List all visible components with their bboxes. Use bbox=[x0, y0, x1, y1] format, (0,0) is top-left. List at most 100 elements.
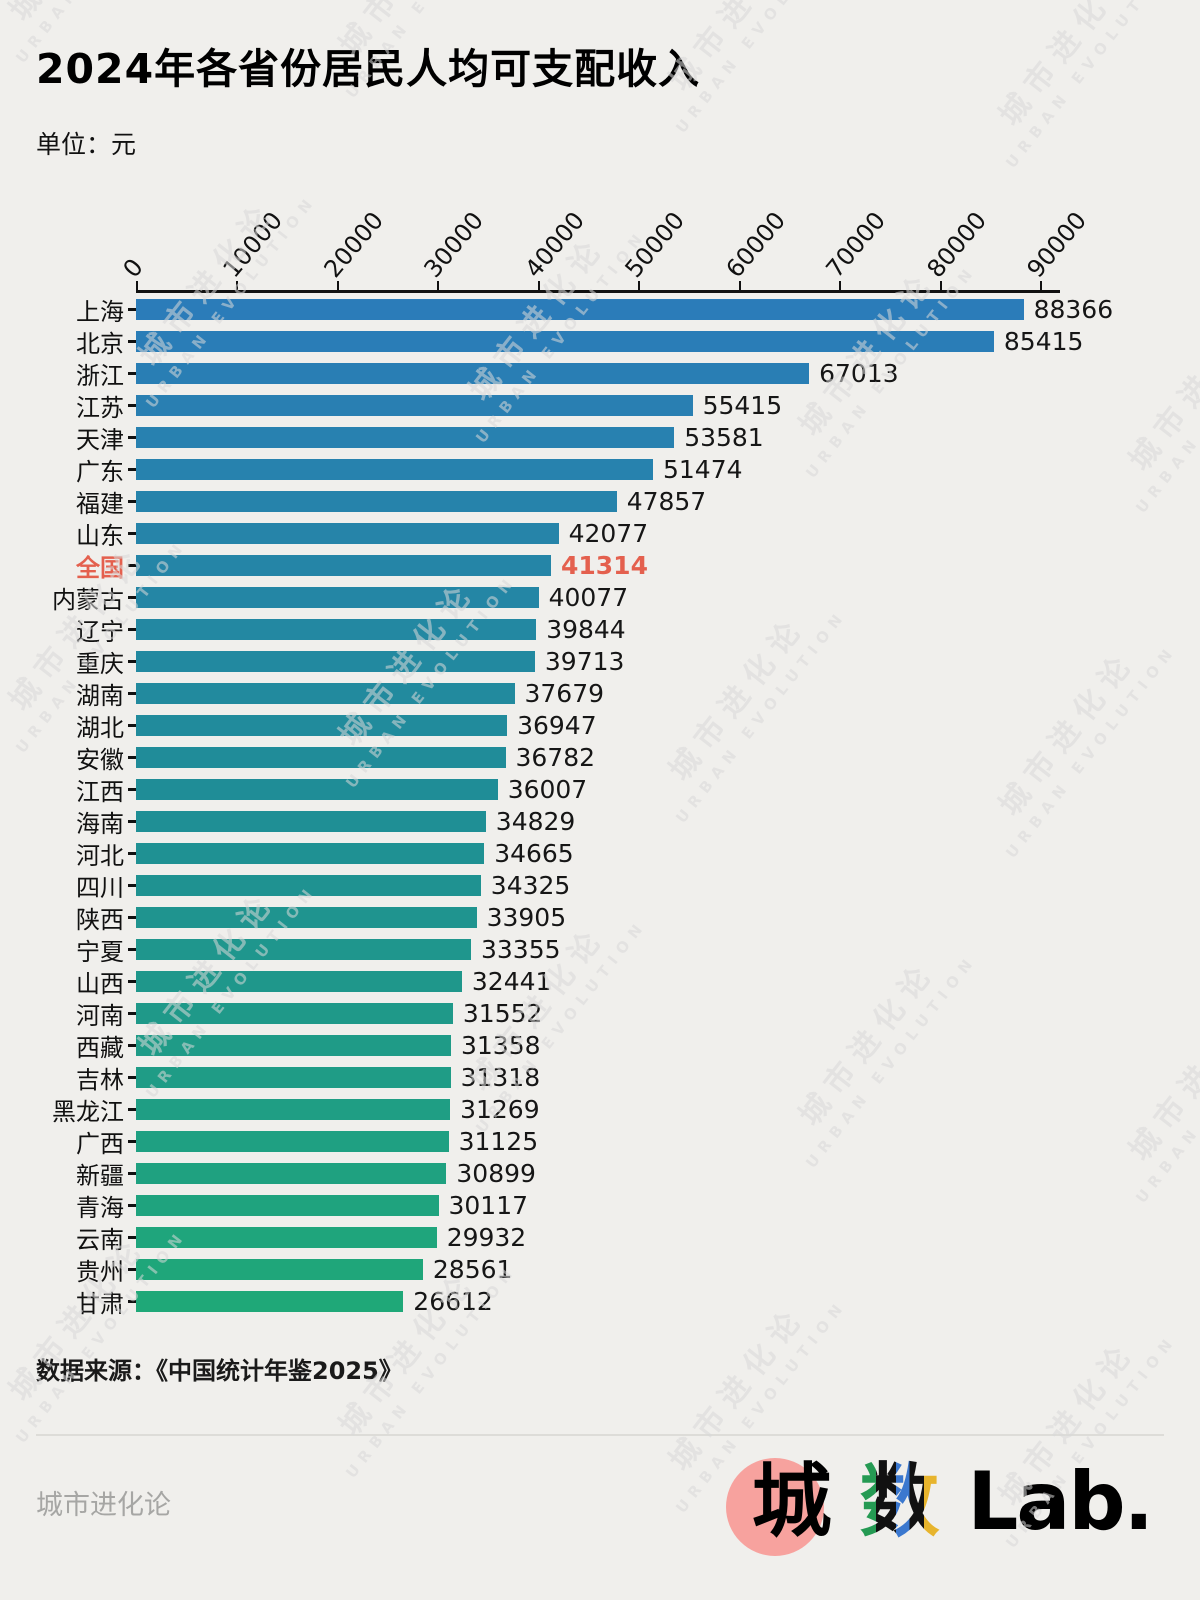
y-axis-tick bbox=[128, 1043, 136, 1047]
x-axis-tick bbox=[336, 281, 339, 291]
bar-row: 山东 42077 bbox=[16, 517, 1200, 550]
category-label: 青海 bbox=[76, 1193, 124, 1222]
x-axis-tick-label: 40000 bbox=[519, 206, 590, 284]
y-axis-tick bbox=[128, 307, 136, 311]
x-axis-tick bbox=[136, 281, 138, 291]
bar-row: 江西 36007 bbox=[16, 773, 1200, 806]
value-label: 34829 bbox=[495, 806, 576, 836]
bar bbox=[136, 1194, 439, 1216]
value-label: 37679 bbox=[524, 678, 605, 708]
bar bbox=[136, 362, 810, 384]
bar-row: 上海 88366 bbox=[16, 293, 1200, 326]
value-label: 67013 bbox=[819, 358, 899, 388]
value-label: 41314 bbox=[561, 550, 648, 580]
bar bbox=[136, 554, 551, 576]
x-axis-tick bbox=[738, 281, 741, 291]
bar bbox=[136, 874, 481, 896]
bar bbox=[136, 1130, 449, 1152]
footer-brand-text: 城市进化论 bbox=[36, 1489, 171, 1521]
x-axis-tick bbox=[236, 281, 239, 291]
value-label: 33905 bbox=[486, 902, 567, 932]
y-axis-tick bbox=[128, 563, 136, 567]
value-label: 26612 bbox=[413, 1286, 493, 1316]
bar bbox=[136, 970, 462, 992]
bar-row: 广西 31125 bbox=[16, 1125, 1200, 1158]
y-axis-tick bbox=[128, 659, 136, 663]
y-axis-tick bbox=[128, 979, 136, 983]
bar bbox=[136, 330, 994, 352]
bar-row: 全国 41314 bbox=[16, 549, 1200, 582]
y-axis-tick bbox=[128, 339, 136, 343]
y-axis-tick bbox=[128, 851, 136, 855]
value-label: 31269 bbox=[460, 1094, 540, 1124]
bar-row: 广东 51474 bbox=[16, 453, 1200, 486]
category-label: 江西 bbox=[76, 777, 124, 806]
y-axis-tick bbox=[128, 1235, 136, 1239]
category-label: 黑龙江 bbox=[52, 1097, 124, 1126]
unit-label: 单位：元 bbox=[36, 130, 137, 160]
y-axis-tick bbox=[128, 1107, 136, 1111]
bar bbox=[136, 810, 486, 832]
bar-row: 吉林 31318 bbox=[16, 1061, 1200, 1094]
value-label: 36007 bbox=[507, 774, 588, 804]
bar-row: 河南 31552 bbox=[16, 997, 1200, 1030]
value-label: 40077 bbox=[548, 582, 629, 612]
value-label: 36947 bbox=[517, 710, 597, 740]
footer-divider bbox=[36, 1434, 1164, 1437]
bar-row: 宁夏 33355 bbox=[16, 933, 1200, 966]
x-axis-tick-label: 20000 bbox=[318, 206, 389, 284]
y-axis-tick bbox=[128, 371, 136, 375]
category-label: 山西 bbox=[76, 969, 124, 998]
bar bbox=[136, 458, 653, 480]
bar-row: 江苏 55415 bbox=[16, 389, 1200, 422]
category-label: 浙江 bbox=[76, 361, 124, 390]
bar bbox=[136, 1098, 451, 1120]
bar-row: 黑龙江 31269 bbox=[16, 1093, 1200, 1126]
category-label: 河北 bbox=[76, 841, 124, 870]
bar bbox=[136, 714, 508, 736]
bar-row: 福建 47857 bbox=[16, 485, 1200, 518]
bar bbox=[136, 298, 1024, 320]
y-axis-tick bbox=[128, 723, 136, 727]
value-label: 31358 bbox=[461, 1030, 541, 1060]
y-axis-tick bbox=[128, 1139, 136, 1143]
x-axis-tick-label: 50000 bbox=[619, 206, 691, 284]
category-label: 全国 bbox=[76, 553, 124, 582]
value-label: 47857 bbox=[626, 486, 707, 516]
value-label: 31125 bbox=[458, 1126, 539, 1156]
bar-rows: 上海 88366 北京 85415 浙江 67013 江苏 55415 天津 53581 广东 514… bbox=[16, 293, 1200, 1318]
bar-row: 甘肃 26612 bbox=[16, 1285, 1200, 1318]
bar bbox=[136, 650, 535, 672]
value-label: 53581 bbox=[684, 422, 764, 452]
bar-chart: 0 10000 20000 30000 40000 50000 60000 70000 8000… bbox=[16, 197, 1200, 1318]
category-label: 北京 bbox=[76, 329, 124, 358]
bar bbox=[136, 618, 537, 640]
category-label: 福建 bbox=[76, 489, 124, 518]
y-axis-tick bbox=[128, 435, 136, 439]
value-label: 31552 bbox=[462, 998, 543, 1028]
value-label: 30117 bbox=[448, 1190, 529, 1220]
category-label: 辽宁 bbox=[76, 617, 124, 646]
x-axis-tick-label: 70000 bbox=[820, 206, 892, 284]
bar-row: 河北 34665 bbox=[16, 837, 1200, 870]
x-axis-tick-label: 60000 bbox=[720, 206, 791, 284]
bar-row: 青海 30117 bbox=[16, 1189, 1200, 1222]
bar bbox=[136, 522, 559, 544]
bar-row: 安徽 36782 bbox=[16, 741, 1200, 774]
logo-circle-icon bbox=[725, 1458, 824, 1557]
bar-row: 湖北 36947 bbox=[16, 709, 1200, 742]
bar bbox=[136, 938, 471, 960]
y-axis-tick bbox=[128, 403, 136, 407]
bar-row: 天津 53581 bbox=[16, 421, 1200, 454]
bar-row: 山西 32441 bbox=[16, 965, 1200, 998]
bar bbox=[136, 1258, 423, 1280]
category-label: 上海 bbox=[76, 297, 124, 326]
bar-row: 重庆 39713 bbox=[16, 645, 1200, 678]
category-label: 天津 bbox=[76, 425, 124, 454]
category-label: 河南 bbox=[76, 1001, 124, 1030]
bar bbox=[136, 1034, 451, 1056]
y-axis-tick bbox=[128, 1075, 136, 1079]
value-label: 30899 bbox=[456, 1158, 536, 1188]
category-label: 海南 bbox=[76, 809, 124, 838]
bar-row: 云南 29932 bbox=[16, 1221, 1200, 1254]
